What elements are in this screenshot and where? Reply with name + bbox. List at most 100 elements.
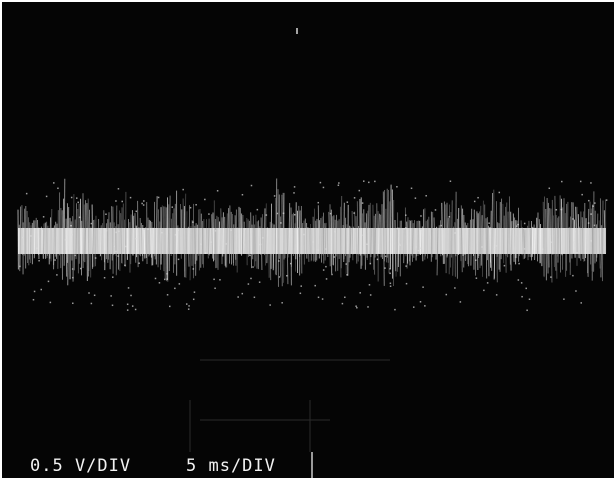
noise-streak xyxy=(115,231,117,234)
noise-streak xyxy=(293,186,296,188)
noise-streak xyxy=(446,217,449,256)
noise-streak xyxy=(470,208,473,266)
noise-streak xyxy=(365,213,368,258)
noise-streak xyxy=(312,216,315,262)
noise-streak xyxy=(115,205,118,276)
noise-streak xyxy=(481,246,483,248)
noise-streak xyxy=(249,254,251,257)
noise-streak xyxy=(573,219,576,258)
noise-streak xyxy=(120,213,123,264)
noise-streak xyxy=(227,208,230,253)
noise-streak xyxy=(188,305,190,307)
noise-streak xyxy=(434,209,437,211)
noise-streak xyxy=(490,228,492,230)
noise-streak xyxy=(283,192,285,283)
noise-streak xyxy=(272,224,275,271)
noise-streak xyxy=(560,198,563,256)
noise-streak xyxy=(299,292,302,295)
noise-streak xyxy=(103,276,106,279)
noise-streak xyxy=(303,233,305,236)
noise-streak xyxy=(259,226,262,256)
noise-streak xyxy=(251,224,254,260)
noise-streak xyxy=(449,180,452,182)
noise-streak xyxy=(317,201,320,204)
noise-streak xyxy=(325,265,327,268)
noise-streak xyxy=(411,223,414,262)
noise-streak xyxy=(239,207,242,255)
noise-streak xyxy=(126,303,129,306)
noise-streak xyxy=(189,226,192,281)
noise-streak xyxy=(358,189,361,192)
noise-streak xyxy=(90,302,93,305)
noise-streak xyxy=(416,221,418,257)
noise-streak xyxy=(132,215,135,255)
noise-streak xyxy=(353,197,356,199)
noise-streak xyxy=(548,187,551,190)
noise-streak xyxy=(346,274,348,276)
noise-streak xyxy=(196,224,198,261)
noise-streak xyxy=(137,200,139,268)
noise-streak xyxy=(590,182,592,184)
noise-streak xyxy=(560,208,563,211)
noise-streak xyxy=(417,249,420,252)
noise-streak xyxy=(396,186,398,188)
noise-streak xyxy=(46,225,49,257)
noise-streak xyxy=(526,309,528,312)
noise-streak xyxy=(294,223,297,272)
noise-streak xyxy=(590,213,592,215)
noise-streak xyxy=(211,214,214,259)
noise-streak xyxy=(63,178,66,266)
noise-streak xyxy=(325,248,327,250)
noise-streak xyxy=(147,217,150,257)
noise-streak xyxy=(459,301,462,303)
noise-streak xyxy=(603,210,606,253)
noise-streak xyxy=(419,229,422,256)
noise-streak xyxy=(488,222,490,224)
noise-streak xyxy=(366,243,368,246)
noise-streak xyxy=(369,262,372,265)
noise-streak xyxy=(155,196,158,265)
noise-streak xyxy=(398,243,400,245)
noise-streak xyxy=(399,244,401,246)
noise-streak xyxy=(205,219,207,253)
noise-streak xyxy=(454,232,456,234)
noise-streak xyxy=(454,287,456,289)
noise-streak xyxy=(421,226,424,262)
noise-streak xyxy=(101,223,103,261)
noise-streak xyxy=(372,204,375,270)
noise-streak xyxy=(465,225,467,261)
noise-streak xyxy=(319,181,322,184)
noise-streak xyxy=(343,202,345,262)
noise-streak xyxy=(563,298,565,300)
noise-streak xyxy=(36,247,38,249)
noise-streak xyxy=(459,227,462,262)
noise-streak xyxy=(503,264,506,267)
noise-streak xyxy=(99,229,101,256)
noise-streak xyxy=(550,276,552,278)
noise-streak xyxy=(339,206,342,278)
noise-streak xyxy=(143,200,145,202)
noise-streak xyxy=(93,294,96,297)
noise-streak xyxy=(117,255,119,257)
noise-streak xyxy=(320,218,322,263)
noise-streak xyxy=(154,277,157,280)
noise-streak xyxy=(261,214,264,255)
noise-streak xyxy=(575,206,578,254)
noise-streak xyxy=(483,289,485,292)
noise-streak xyxy=(171,206,174,208)
noise-streak xyxy=(273,195,276,197)
noise-streak xyxy=(293,213,296,216)
noise-streak xyxy=(177,229,180,232)
noise-streak xyxy=(355,305,357,307)
noise-streak xyxy=(410,187,413,190)
noise-streak xyxy=(370,228,373,258)
noise-streak xyxy=(178,283,181,285)
noise-streak xyxy=(317,205,320,254)
noise-streak xyxy=(241,193,244,196)
noise-streak xyxy=(174,287,176,290)
noise-streak xyxy=(344,296,346,299)
noise-streak xyxy=(99,225,102,257)
noise-streak xyxy=(382,191,385,286)
noise-streak xyxy=(528,298,531,301)
noise-streak xyxy=(572,202,575,253)
